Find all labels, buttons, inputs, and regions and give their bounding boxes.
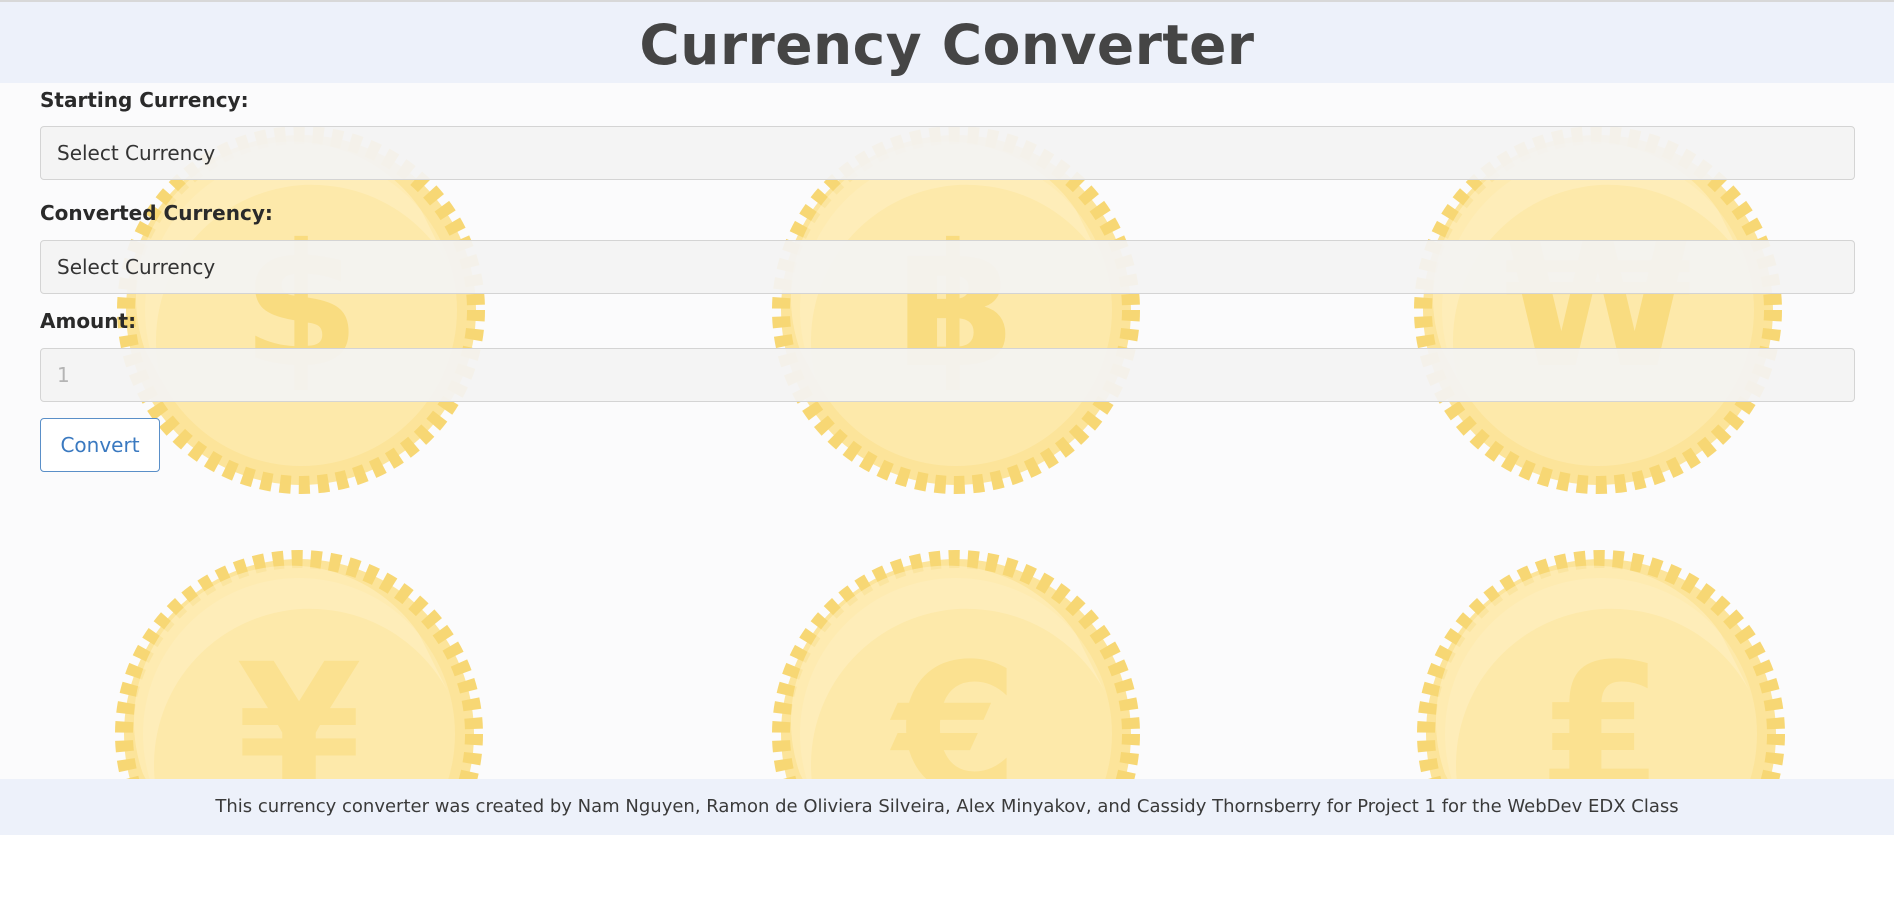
coin-yen-icon: ¥ bbox=[124, 559, 474, 779]
page-footer: This currency converter was created by N… bbox=[0, 779, 1894, 835]
converted-currency-select[interactable]: Select Currency bbox=[40, 240, 1855, 294]
background-area: $ ฿ ₩ ¥ € ₤ bbox=[0, 83, 1894, 779]
footer-credits: This currency converter was created by N… bbox=[215, 796, 1679, 817]
starting-currency-select[interactable]: Select Currency bbox=[40, 126, 1855, 180]
svg-text:€: € bbox=[889, 626, 1018, 779]
coin-won-icon: ₩ bbox=[1423, 135, 1773, 485]
amount-input[interactable]: 1 bbox=[40, 348, 1855, 402]
top-border bbox=[0, 0, 1894, 2]
svg-text:¥: ¥ bbox=[236, 626, 361, 779]
convert-button[interactable]: Convert bbox=[40, 418, 160, 472]
coin-pound-icon: ₤ bbox=[1426, 559, 1776, 779]
coin-baht-icon: ฿ bbox=[781, 135, 1131, 485]
amount-label: Amount: bbox=[40, 309, 137, 333]
coin-dollar-icon: $ bbox=[126, 135, 476, 485]
starting-currency-label: Starting Currency: bbox=[40, 88, 249, 112]
svg-text:₤: ₤ bbox=[1538, 626, 1663, 779]
coin-euro-icon: € bbox=[781, 559, 1131, 779]
page-title: Currency Converter bbox=[639, 13, 1255, 77]
page-header: Currency Converter bbox=[0, 2, 1894, 83]
coin-background: $ ฿ ₩ ¥ € ₤ bbox=[0, 83, 1894, 779]
converted-currency-label: Converted Currency: bbox=[40, 201, 273, 225]
